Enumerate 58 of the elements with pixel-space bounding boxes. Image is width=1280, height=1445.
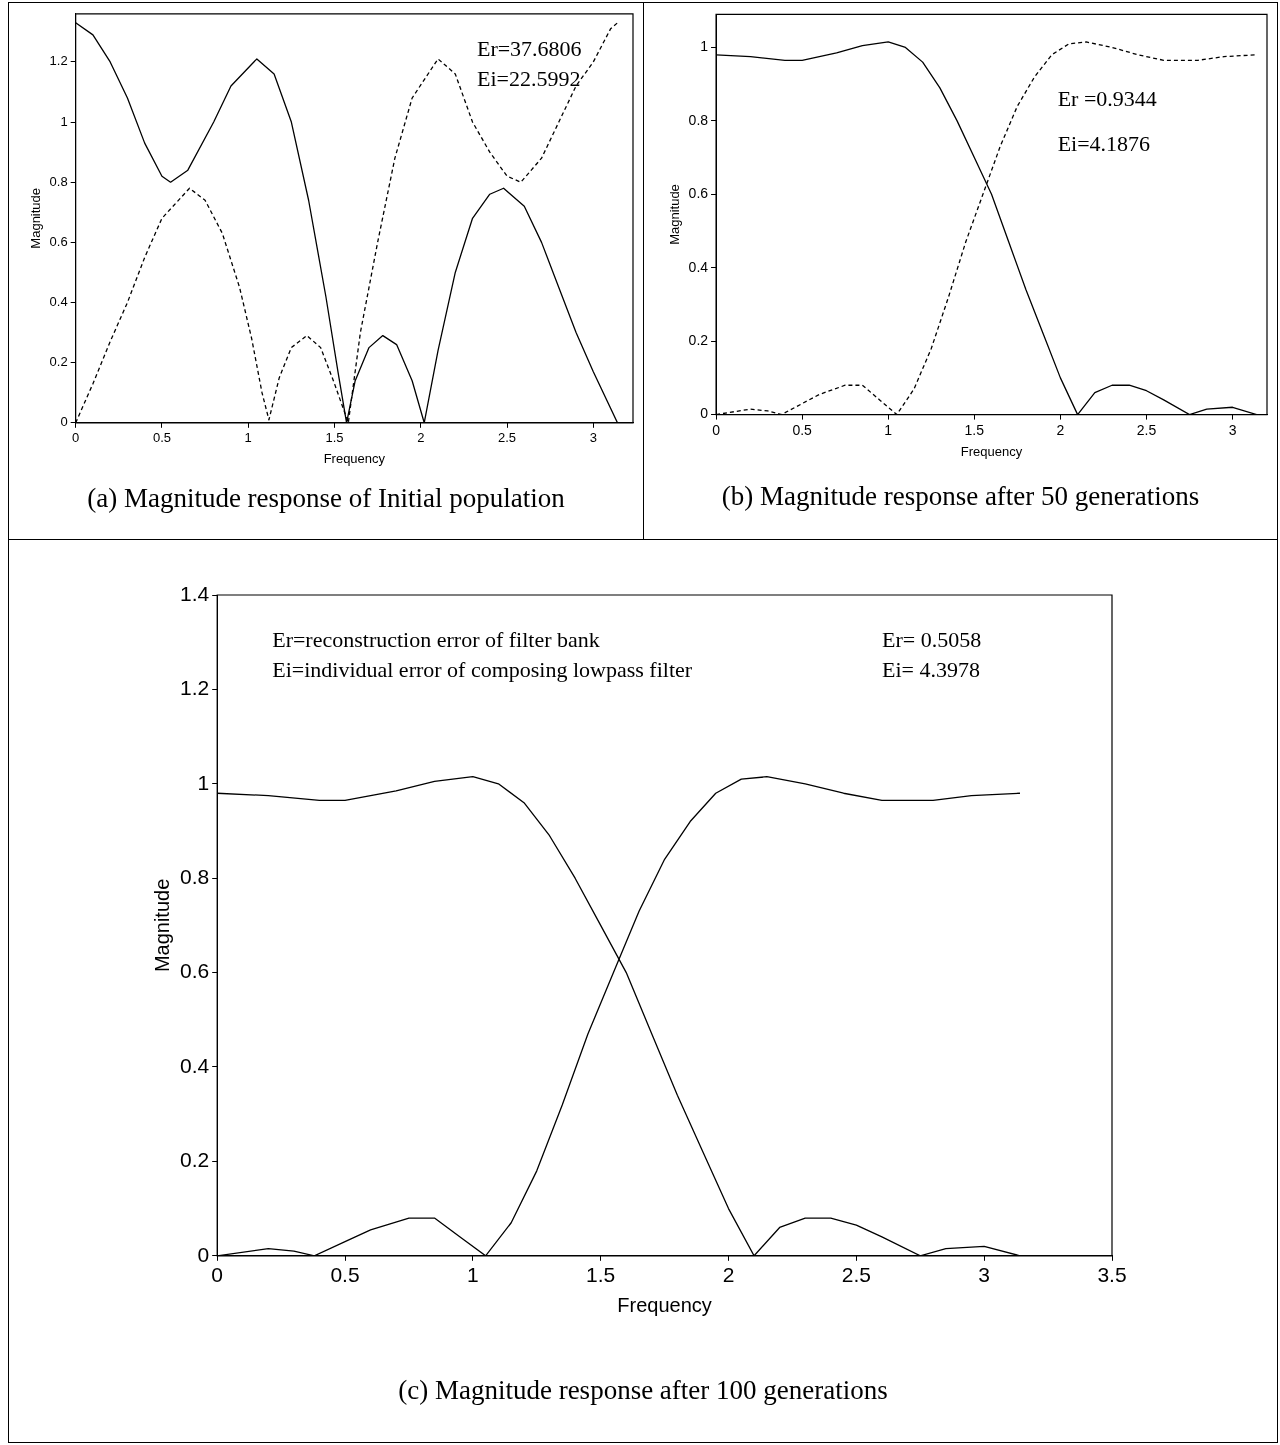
x-tick-label: 2.5 [1136, 421, 1157, 438]
y-tick-label: 0.8 [49, 173, 68, 189]
x-tick-label: 0.5 [152, 430, 171, 446]
x-tick-label: 3 [978, 1263, 991, 1287]
y-tick-label: 1.2 [49, 53, 68, 69]
y-tick-label: 0.8 [688, 111, 709, 128]
x-axis-title: Frequency [960, 443, 1023, 459]
annotation: Ei=4.1876 [1057, 131, 1151, 157]
y-tick-label: 0 [197, 1242, 210, 1266]
y-axis-title: Magnitude [667, 184, 683, 245]
annotation: Ei= 4.3978 [882, 656, 980, 682]
x-tick-label: 2 [722, 1263, 735, 1287]
y-tick-label: 0.6 [688, 185, 709, 202]
text: (a) Magnitude response of Initial population [86, 483, 566, 514]
x-tick-label: 1 [884, 421, 893, 438]
text: (b) Magnitude response after 50 generations [720, 481, 1201, 512]
text: (c) Magnitude response after 100 generations [397, 1375, 889, 1406]
x-tick-label: 2 [1056, 421, 1065, 438]
x-tick-label: 3.5 [1097, 1263, 1127, 1287]
y-tick-label: 0.6 [179, 959, 210, 983]
y-tick-label: 0.4 [49, 294, 68, 310]
x-tick-label: 1.5 [964, 421, 985, 438]
y-tick-label: 1.2 [179, 676, 210, 700]
annotation: Ei=individual error of composing lowpass filter [272, 656, 693, 682]
x-tick-label: 1.5 [325, 430, 344, 446]
x-tick-label: 2 [417, 430, 425, 446]
x-tick-label: 0.5 [330, 1263, 360, 1287]
y-tick-label: 0.8 [179, 865, 210, 888]
x-axis-title: Frequency [323, 450, 386, 466]
x-tick-label: 1.5 [586, 1263, 616, 1287]
x-tick-label: 0 [712, 421, 721, 438]
x-tick-label: 2.5 [498, 430, 517, 446]
y-tick-label: 0.4 [688, 258, 709, 275]
x-axis-title: Frequency [617, 1293, 712, 1316]
annotation: Er =0.9344 [1057, 86, 1157, 112]
y-tick-label: 0.4 [179, 1053, 210, 1077]
annotation: Er=reconstruction error of filter bank [272, 626, 600, 652]
x-tick-label: 0 [72, 430, 80, 446]
y-tick-label: 0.2 [49, 354, 68, 370]
y-tick-label: 1.4 [179, 581, 210, 605]
y-tick-label: 1 [60, 113, 68, 129]
y-tick-label: 0.6 [49, 233, 68, 249]
annotation: Er= 0.5058 [882, 626, 982, 652]
annotation: Ei=22.5992 [476, 65, 581, 91]
x-tick-label: 3 [589, 430, 597, 446]
x-tick-label: 3 [1228, 421, 1237, 438]
annotation: Er=37.6806 [476, 35, 582, 61]
y-tick-label: 0.2 [179, 1148, 210, 1172]
x-tick-label: 0.5 [792, 421, 813, 438]
y-tick-label: 0.2 [688, 332, 709, 349]
y-tick-label: 1 [700, 38, 709, 55]
y-tick-label: 0 [700, 405, 709, 422]
x-tick-label: 1 [244, 430, 252, 446]
y-axis-title: Magnitude [28, 187, 44, 249]
x-tick-label: 2.5 [841, 1263, 871, 1287]
x-tick-label: 1 [467, 1263, 479, 1287]
y-axis-title: Magnitude [150, 878, 173, 973]
y-tick-label: 1 [197, 770, 210, 794]
